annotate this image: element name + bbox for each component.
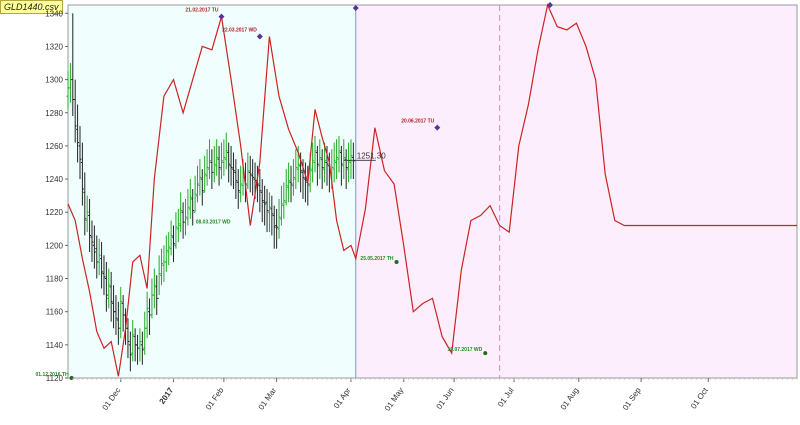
annotation-label: 25.05.2017 TH: [360, 256, 393, 262]
y-tick-label: 1120: [46, 374, 64, 383]
x-tick-label: 01 Apr: [332, 386, 353, 410]
y-tick-label: 1200: [45, 241, 63, 250]
y-tick-label: 1180: [46, 275, 64, 284]
x-tick-label: 01 Sep: [621, 386, 643, 412]
x-tick-label: 01 Dec: [100, 386, 122, 412]
x-tick-label: 01 May: [383, 386, 405, 413]
y-tick-label: 1280: [45, 109, 63, 118]
bottom-marker: [394, 259, 399, 264]
annotation-label: 20.06.2017 TU: [401, 119, 434, 125]
bottom-marker: [483, 351, 488, 356]
top-marker: [434, 124, 441, 131]
y-tick-label: 1340: [45, 9, 63, 18]
x-tick-label: 01 Jun: [435, 386, 456, 411]
x-tick-label: 01 Feb: [204, 386, 226, 412]
y-tick-label: 1240: [45, 175, 63, 184]
y-tick-label: 1300: [45, 76, 63, 85]
y-tick-label: 1160: [46, 308, 64, 317]
y-tick-label: 1220: [45, 208, 63, 217]
annotation-label: 22.03.2017 WD: [222, 27, 257, 33]
annotation-label: 01.12.2016 TH: [36, 372, 69, 378]
annotation-label: 19.07.2017 WD: [448, 347, 483, 353]
x-tick-label: 01 Jul: [496, 386, 516, 409]
last-price-label: 1251.30: [357, 151, 386, 160]
y-tick-label: 1140: [46, 341, 64, 350]
x-tick-label: 2017: [158, 386, 176, 406]
forecast-region: [355, 5, 797, 378]
x-tick-label: 01 Oct: [689, 385, 710, 410]
y-tick-label: 1260: [45, 142, 63, 151]
boundary-marker: [352, 5, 359, 11]
forecast-line: [67, 3, 797, 377]
annotation-label: 08.03.2017 WD: [196, 219, 231, 225]
annotation-label: 12.09.2017 TU: [514, 0, 547, 2]
y-tick-label: 1320: [45, 42, 63, 51]
x-tick-label: 01 Aug: [559, 386, 581, 412]
top-marker: [547, 2, 554, 8]
chart-background: [67, 4, 798, 379]
forecast-path: [67, 3, 797, 377]
price-bars: [66, 13, 355, 372]
annotations: 1251.30 01.12.2016 TH 21.02.2017 TU 22.03.2…: [36, 0, 554, 380]
annotation-label: 21.02.2017 TU: [185, 8, 218, 14]
file-label: GLD1440.csv: [0, 0, 63, 14]
history-region: [68, 5, 356, 378]
x-tick-label: 01 Mar: [257, 386, 279, 412]
top-marker: [256, 33, 263, 40]
top-marker: [218, 13, 225, 20]
